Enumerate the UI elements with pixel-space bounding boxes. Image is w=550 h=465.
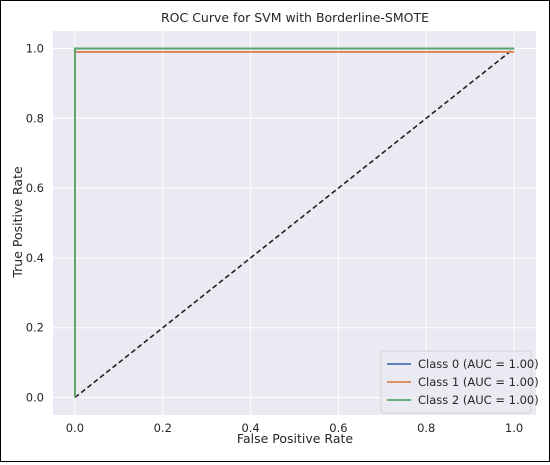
- y-tick-label: 0.4: [26, 251, 44, 265]
- x-tick-label: 0.4: [241, 421, 259, 435]
- x-axis-label: False Positive Rate: [237, 431, 353, 446]
- y-tick-label: 0.2: [26, 321, 44, 335]
- y-tick-label: 1.0: [26, 41, 44, 55]
- legend-label: Class 1 (AUC = 1.00): [418, 375, 539, 389]
- x-tick-label: 0.6: [329, 421, 347, 435]
- series-line-class-2: [74, 47, 515, 398]
- series-lines: [74, 47, 515, 399]
- legend-box: [380, 350, 532, 414]
- x-tick-label: 0.8: [417, 421, 435, 435]
- chart-title: ROC Curve for SVM with Borderline-SMOTE: [161, 10, 429, 25]
- y-tick-label: 0.0: [26, 391, 44, 405]
- tick-labels: 0.0 0.2 0.4 0.6 0.8 1.0 0.0 0.2 0.4 0.6 0.8 1.0: [26, 41, 523, 435]
- legend: Class 0 (AUC = 1.00) Class 1 (AUC = 1.00)…: [380, 350, 539, 414]
- y-tick-label: 0.6: [26, 181, 44, 195]
- legend-label: Class 0 (AUC = 1.00): [418, 357, 539, 371]
- grid: [53, 31, 536, 415]
- legend-label: Class 2 (AUC = 1.00): [418, 393, 539, 407]
- chance-diagonal-line: [74, 47, 515, 399]
- x-tick-label: 0.0: [66, 421, 84, 435]
- x-tick-label: 0.2: [154, 421, 172, 435]
- x-tick-label: 1.0: [505, 421, 523, 435]
- y-axis-label: True Positive Rate: [10, 166, 25, 279]
- y-tick-label: 0.8: [26, 111, 44, 125]
